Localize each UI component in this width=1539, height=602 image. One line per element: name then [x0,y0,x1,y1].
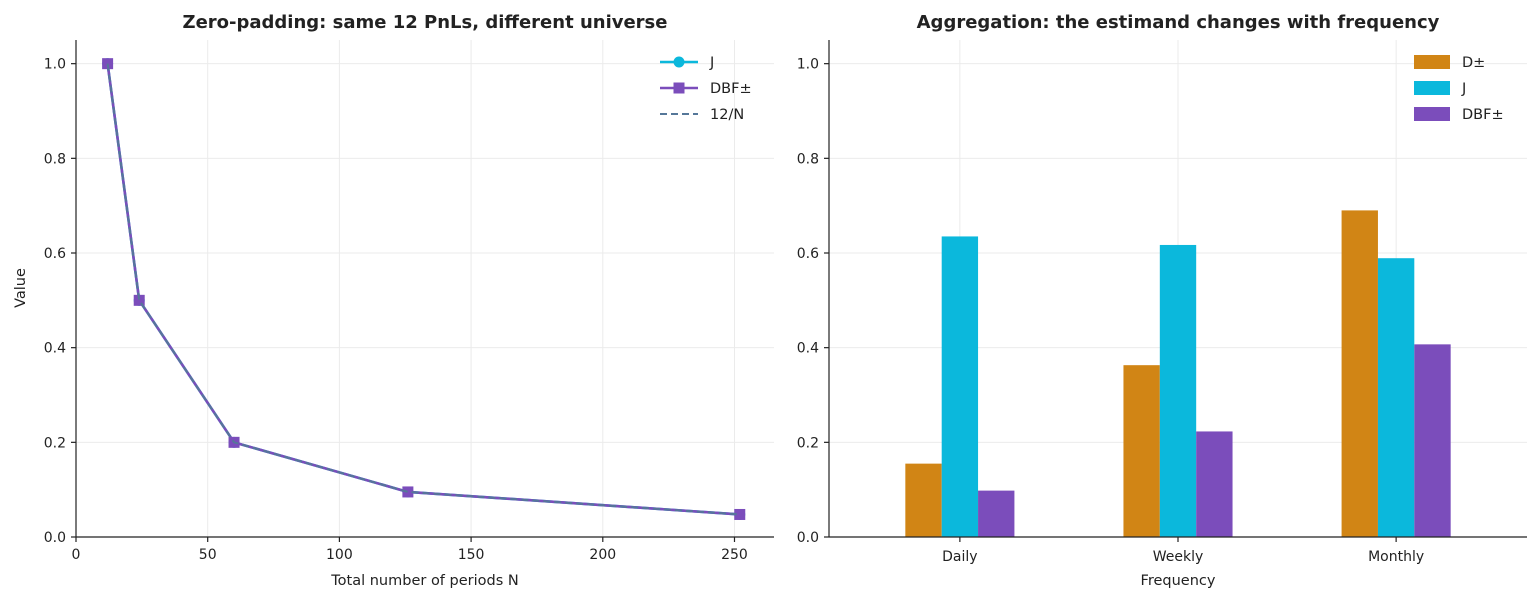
left-chart-panel: 0.0 0.2 0.4 0.6 0.8 1.0 0 50 100 150 200 250 Zero-p… [13,12,774,589]
right-chart-panel: 0.0 0.2 0.4 0.6 0.8 1.0 Daily Weekly Monthly Agg… [797,12,1527,589]
left-y-tick-label: 0.8 [44,151,66,167]
left-legend-marker-j [673,56,685,68]
left-legend-label-j: J [709,55,714,71]
right-legend: D± J DBF± [1414,55,1504,123]
right-y-tick-label: 0.0 [797,530,819,546]
left-series-line-dbf [106,63,740,516]
bar-daily-j [941,236,979,537]
right-x-tick-label: Monthly [1368,549,1424,565]
left-y-tick-label: 0.4 [44,341,66,357]
left-x-tick-label: 200 [589,547,616,563]
right-legend-swatch-d [1414,55,1450,69]
left-point-dbf [734,508,746,520]
left-y-axis-label: Value [13,268,29,308]
left-legend: J DBF± 12/N [660,55,752,123]
right-x-tick-label: Daily [942,549,977,565]
left-legend-label-12n: 12/N [710,107,744,123]
right-y-tick-label: 1.0 [797,57,819,73]
right-legend-label-d: D± [1462,55,1485,71]
left-x-tick-label: 0 [72,547,81,563]
left-y-tick-label: 0.0 [44,530,66,546]
bar-weekly-d [1123,365,1160,537]
left-point-dbf [133,294,145,306]
left-gridlines [75,40,774,538]
bar-weekly-j [1159,244,1197,537]
right-y-tick-label: 0.8 [797,151,819,167]
right-chart-title: Aggregation: the estimand changes with f… [917,12,1440,33]
bar-monthly-d [1341,210,1378,537]
left-y-tick-label: 1.0 [44,57,66,73]
left-x-tick-label: 150 [458,547,485,563]
bar-daily-d [905,463,942,537]
left-x-tick-label: 50 [199,547,217,563]
right-y-tick-label: 0.6 [797,246,819,262]
left-legend-marker-dbf [673,82,685,94]
bar-daily-dbf [978,490,1015,537]
right-x-axis-label: Frequency [1141,573,1216,589]
right-tick-layer: 0.0 0.2 0.4 0.6 0.8 1.0 Daily Weekly Monthly [797,57,1424,565]
bar-weekly-dbf [1196,431,1233,537]
right-legend-label-dbf: DBF± [1462,107,1504,123]
right-legend-swatch-dbf [1414,107,1450,121]
left-series-line-12n [106,63,740,516]
right-bars-layer [905,210,1451,537]
left-y-tick-label: 0.6 [44,246,66,262]
left-point-dbf [402,486,414,498]
left-y-tick-label: 0.2 [44,435,66,451]
left-series-layer [102,58,746,520]
right-legend-swatch-j [1414,81,1450,95]
left-x-axis-label: Total number of periods N [330,573,518,589]
right-y-tick-label: 0.4 [797,341,819,357]
left-chart-title: Zero-padding: same 12 PnLs, different un… [183,12,668,33]
bar-monthly-dbf [1414,344,1451,537]
left-x-tick-label: 100 [326,547,353,563]
left-x-tick-label: 250 [721,547,748,563]
bar-monthly-j [1377,258,1415,537]
left-series-line-j [106,63,740,516]
left-tick-layer: 0.0 0.2 0.4 0.6 0.8 1.0 0 50 100 150 200 250 [44,57,748,563]
right-legend-label-j: J [1461,81,1466,97]
left-legend-label-dbf: DBF± [710,81,752,97]
right-y-tick-label: 0.2 [797,435,819,451]
right-x-tick-label: Weekly [1153,549,1204,565]
